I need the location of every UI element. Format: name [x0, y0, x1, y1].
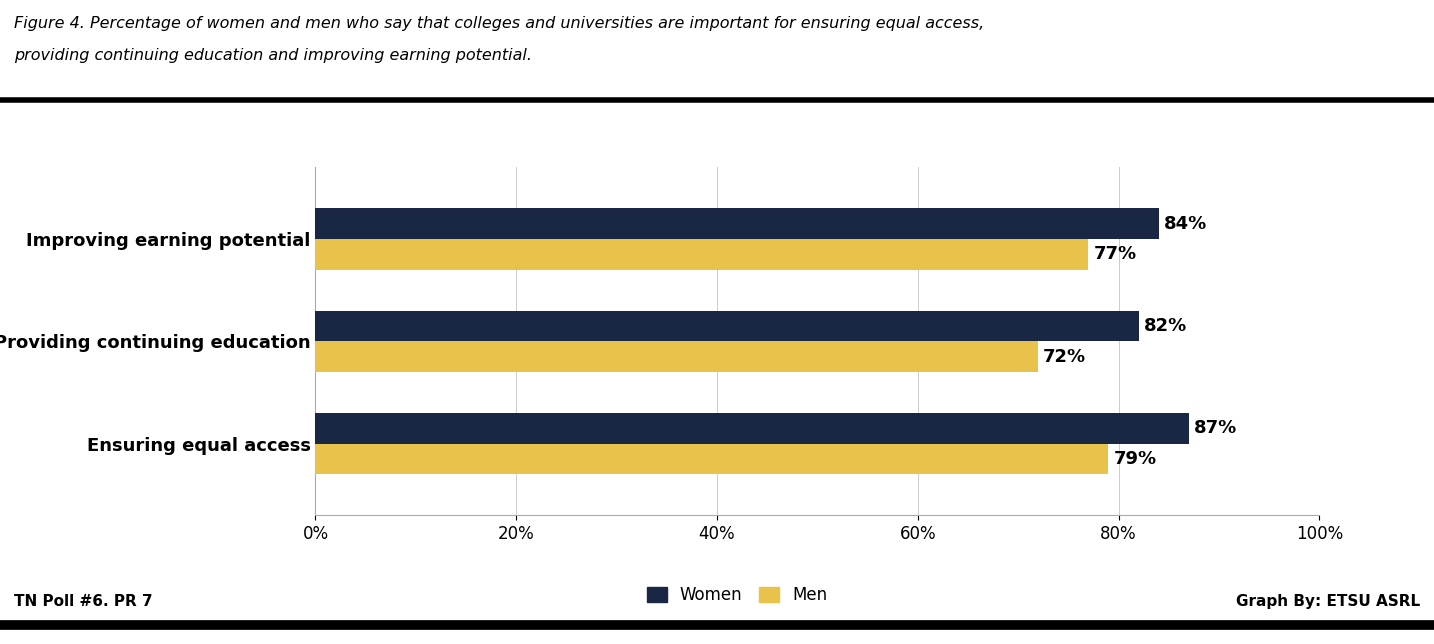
Text: Figure 4. Percentage of women and men who say that colleges and universities are: Figure 4. Percentage of women and men wh…: [14, 16, 985, 31]
Text: 82%: 82%: [1144, 317, 1187, 335]
Text: 87%: 87%: [1193, 419, 1238, 437]
Text: 79%: 79%: [1114, 450, 1157, 468]
Bar: [315, 209, 1159, 239]
Text: Graph By: ETSU ASRL: Graph By: ETSU ASRL: [1236, 594, 1420, 609]
Text: providing continuing education and improving earning potential.: providing continuing education and impro…: [14, 48, 532, 63]
Text: 84%: 84%: [1164, 214, 1207, 232]
Bar: [315, 341, 1038, 372]
Text: TN Poll #6. PR 7: TN Poll #6. PR 7: [14, 594, 153, 609]
Bar: [315, 310, 1139, 341]
Legend: Women, Men: Women, Men: [647, 586, 827, 604]
Text: 77%: 77%: [1094, 245, 1137, 263]
Bar: [315, 413, 1189, 444]
Text: 72%: 72%: [1044, 348, 1087, 366]
Bar: [315, 239, 1088, 270]
Bar: [315, 444, 1108, 474]
